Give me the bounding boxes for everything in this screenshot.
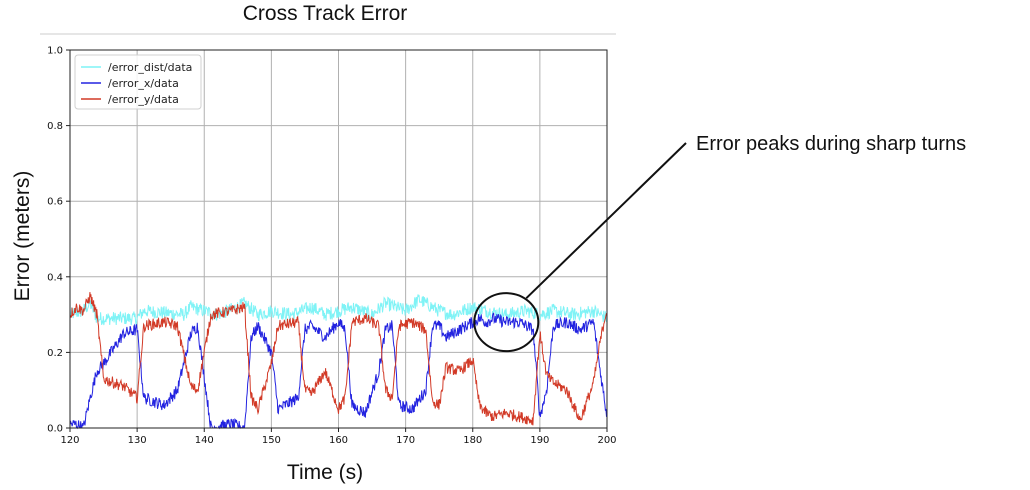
x-tick-label: 180 — [463, 435, 482, 446]
x-axis: 120 130 140 150 160 170 180 190 200 — [60, 428, 617, 446]
series-line — [69, 294, 607, 326]
x-tick-label: 130 — [128, 435, 147, 446]
y-tick-label: 0.4 — [47, 272, 63, 283]
series-line — [69, 312, 607, 430]
legend-box — [74, 54, 202, 110]
legend: /error_dist/data/error_x/data/error_y/da… — [74, 54, 202, 110]
x-tick-label: 150 — [262, 435, 281, 446]
legend-label: /error_x/data — [108, 77, 179, 90]
title-divider — [40, 33, 616, 35]
x-tick-label: 200 — [597, 435, 616, 446]
y-tick-label: 0.6 — [47, 197, 63, 208]
series-lines — [69, 292, 607, 430]
y-tick-label: 0.0 — [47, 424, 63, 435]
annotation-arrow — [525, 142, 687, 299]
y-tick-label: 1.0 — [47, 46, 63, 57]
legend-label: /error_y/data — [108, 93, 179, 106]
x-tick-label: 120 — [60, 435, 79, 446]
chart-title: Cross Track Error — [242, 2, 408, 25]
y-tick-label: 0.2 — [47, 348, 63, 359]
y-axis-label: Error (meters) — [11, 170, 34, 302]
legend-label: /error_dist/data — [108, 61, 192, 74]
x-tick-label: 190 — [530, 435, 549, 446]
x-tick-label: 160 — [329, 435, 348, 446]
y-tick-label: 0.8 — [47, 121, 63, 132]
x-axis-label: Time (s) — [286, 461, 364, 484]
series-line — [69, 292, 607, 426]
x-tick-label: 140 — [195, 435, 214, 446]
annotation-text: Error peaks during sharp turns — [696, 133, 967, 155]
x-tick-label: 170 — [396, 435, 415, 446]
annotation-circle — [473, 292, 540, 353]
y-axis: 0.0 0.2 0.4 0.6 0.8 1.0 — [47, 46, 70, 435]
